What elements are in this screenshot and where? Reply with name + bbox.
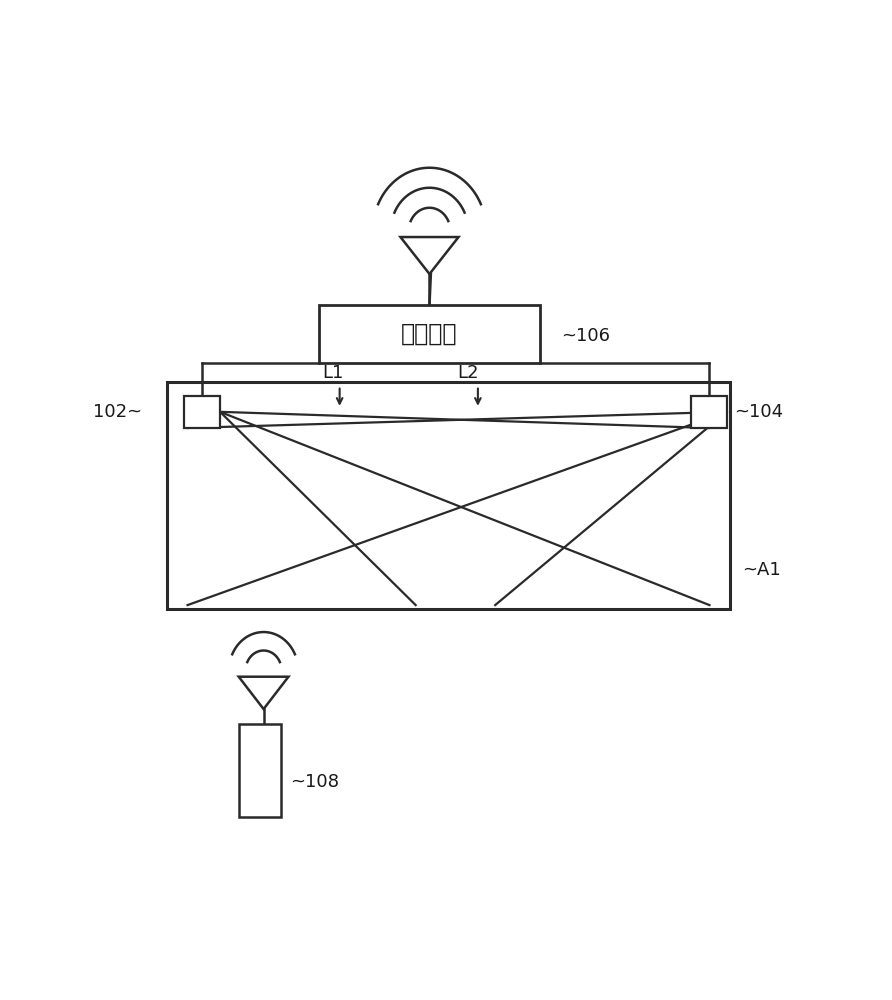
Bar [239, 724, 281, 817]
Text: ~106: ~106 [561, 327, 610, 345]
Text: ~A1: ~A1 [742, 561, 780, 579]
Text: L1: L1 [322, 364, 343, 382]
Text: L2: L2 [457, 364, 478, 382]
Text: ~104: ~104 [734, 403, 783, 421]
Text: 102~: 102~ [94, 403, 143, 421]
Bar [319, 305, 541, 363]
Bar [184, 396, 220, 428]
Text: 控制单元: 控制单元 [401, 322, 458, 346]
Text: ~108: ~108 [290, 773, 339, 791]
Bar [690, 396, 727, 428]
Bar [167, 382, 731, 609]
